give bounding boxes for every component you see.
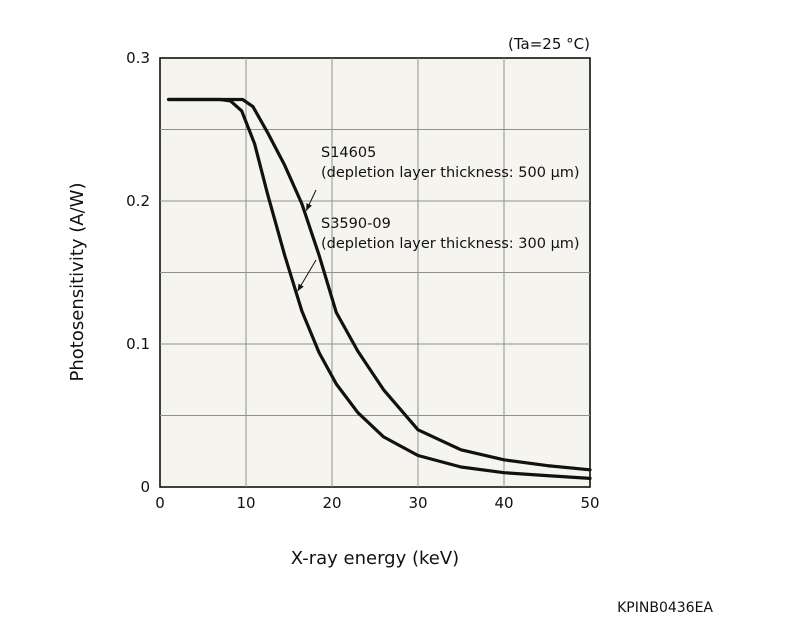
series-line-s14605 <box>167 97 592 472</box>
series-lines <box>167 97 592 480</box>
x-axis-title: X-ray energy (keV) <box>291 548 459 569</box>
y-tick-label: 0.2 <box>126 192 150 210</box>
y-tick-label: 0.3 <box>126 49 150 67</box>
y-tick-label: 0.1 <box>126 335 150 353</box>
annotation-arrowhead <box>306 203 312 211</box>
series-annotations: S14605 (depletion layer thickness: 500 µm… <box>297 145 580 292</box>
figure-code: KPINB0436EA <box>617 600 713 616</box>
tick-labels: 0 10 20 30 40 50 0 0.1 0.2 0.3 <box>126 49 599 512</box>
y-tick-label: 0 <box>140 478 150 496</box>
annotation-arrowhead <box>297 283 304 292</box>
x-tick-label: 10 <box>236 494 255 512</box>
grid <box>160 58 590 487</box>
x-tick-label: 40 <box>494 494 513 512</box>
y-axis-title: Photosensitivity (A/W) <box>67 183 88 382</box>
x-tick-label: 20 <box>322 494 341 512</box>
x-tick-label: 30 <box>408 494 427 512</box>
temperature-condition: (Ta=25 °C) <box>508 35 590 53</box>
series-annotation-s3590-09: S3590-09 (depletion layer thickness: 300 … <box>321 216 580 252</box>
series-annotation-s14605: S14605 (depletion layer thickness: 500 µm… <box>321 145 580 181</box>
series-line-s3590-09 <box>167 97 592 480</box>
x-tick-label: 0 <box>155 494 165 512</box>
x-tick-label: 50 <box>580 494 599 512</box>
